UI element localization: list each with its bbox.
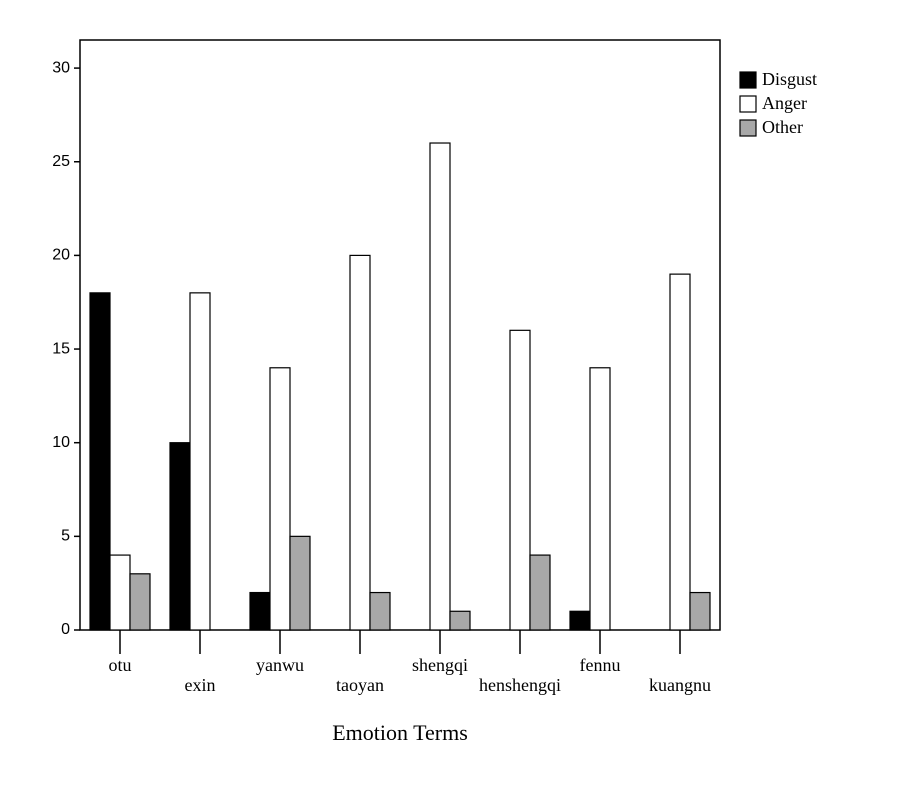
bar-anger — [590, 368, 610, 630]
bar-anger — [510, 330, 530, 630]
bar-disgust — [90, 293, 110, 630]
x-tick-label: taoyan — [336, 675, 384, 695]
bar-anger — [190, 293, 210, 630]
chart-svg: 0 5 10 15 20 25 30 otu exin yanwu taoyan shengqi hen… — [0, 0, 900, 801]
x-tick-label: henshengqi — [479, 675, 561, 695]
bar-other — [370, 593, 390, 630]
bar-anger — [110, 555, 130, 630]
y-tick-label: 20 — [52, 247, 70, 264]
legend-label: Anger — [762, 93, 807, 113]
bar-other — [690, 593, 710, 630]
bar-disgust — [570, 611, 590, 630]
legend-swatch — [740, 96, 756, 112]
x-tick-label: exin — [185, 675, 216, 695]
bar-anger — [430, 143, 450, 630]
x-tick-label: fennu — [580, 655, 621, 675]
bar-disgust — [250, 593, 270, 630]
x-axis-label: Emotion Terms — [332, 720, 468, 745]
emotion-terms-chart: 0 5 10 15 20 25 30 otu exin yanwu taoyan shengqi hen… — [0, 0, 900, 801]
bar-anger — [670, 274, 690, 630]
bar-disgust — [170, 443, 190, 630]
legend-swatch — [740, 120, 756, 136]
y-tick-label: 0 — [61, 621, 70, 638]
bar-other — [530, 555, 550, 630]
legend-label: Disgust — [762, 69, 817, 89]
y-tick-label: 15 — [52, 340, 70, 357]
bar-anger — [350, 255, 370, 630]
legend-swatch — [740, 72, 756, 88]
x-tick-label: shengqi — [412, 655, 468, 675]
y-tick-label: 25 — [52, 153, 70, 170]
y-tick-label: 5 — [61, 528, 70, 545]
y-tick-label: 30 — [52, 59, 70, 76]
bar-other — [130, 574, 150, 630]
legend-label: Other — [762, 117, 803, 137]
bar-other — [450, 611, 470, 630]
bar-other — [290, 536, 310, 630]
x-tick-label: yanwu — [256, 655, 304, 675]
y-tick-label: 10 — [52, 434, 70, 451]
x-tick-label: kuangnu — [649, 675, 711, 695]
x-tick-label: otu — [108, 655, 131, 675]
bar-anger — [270, 368, 290, 630]
